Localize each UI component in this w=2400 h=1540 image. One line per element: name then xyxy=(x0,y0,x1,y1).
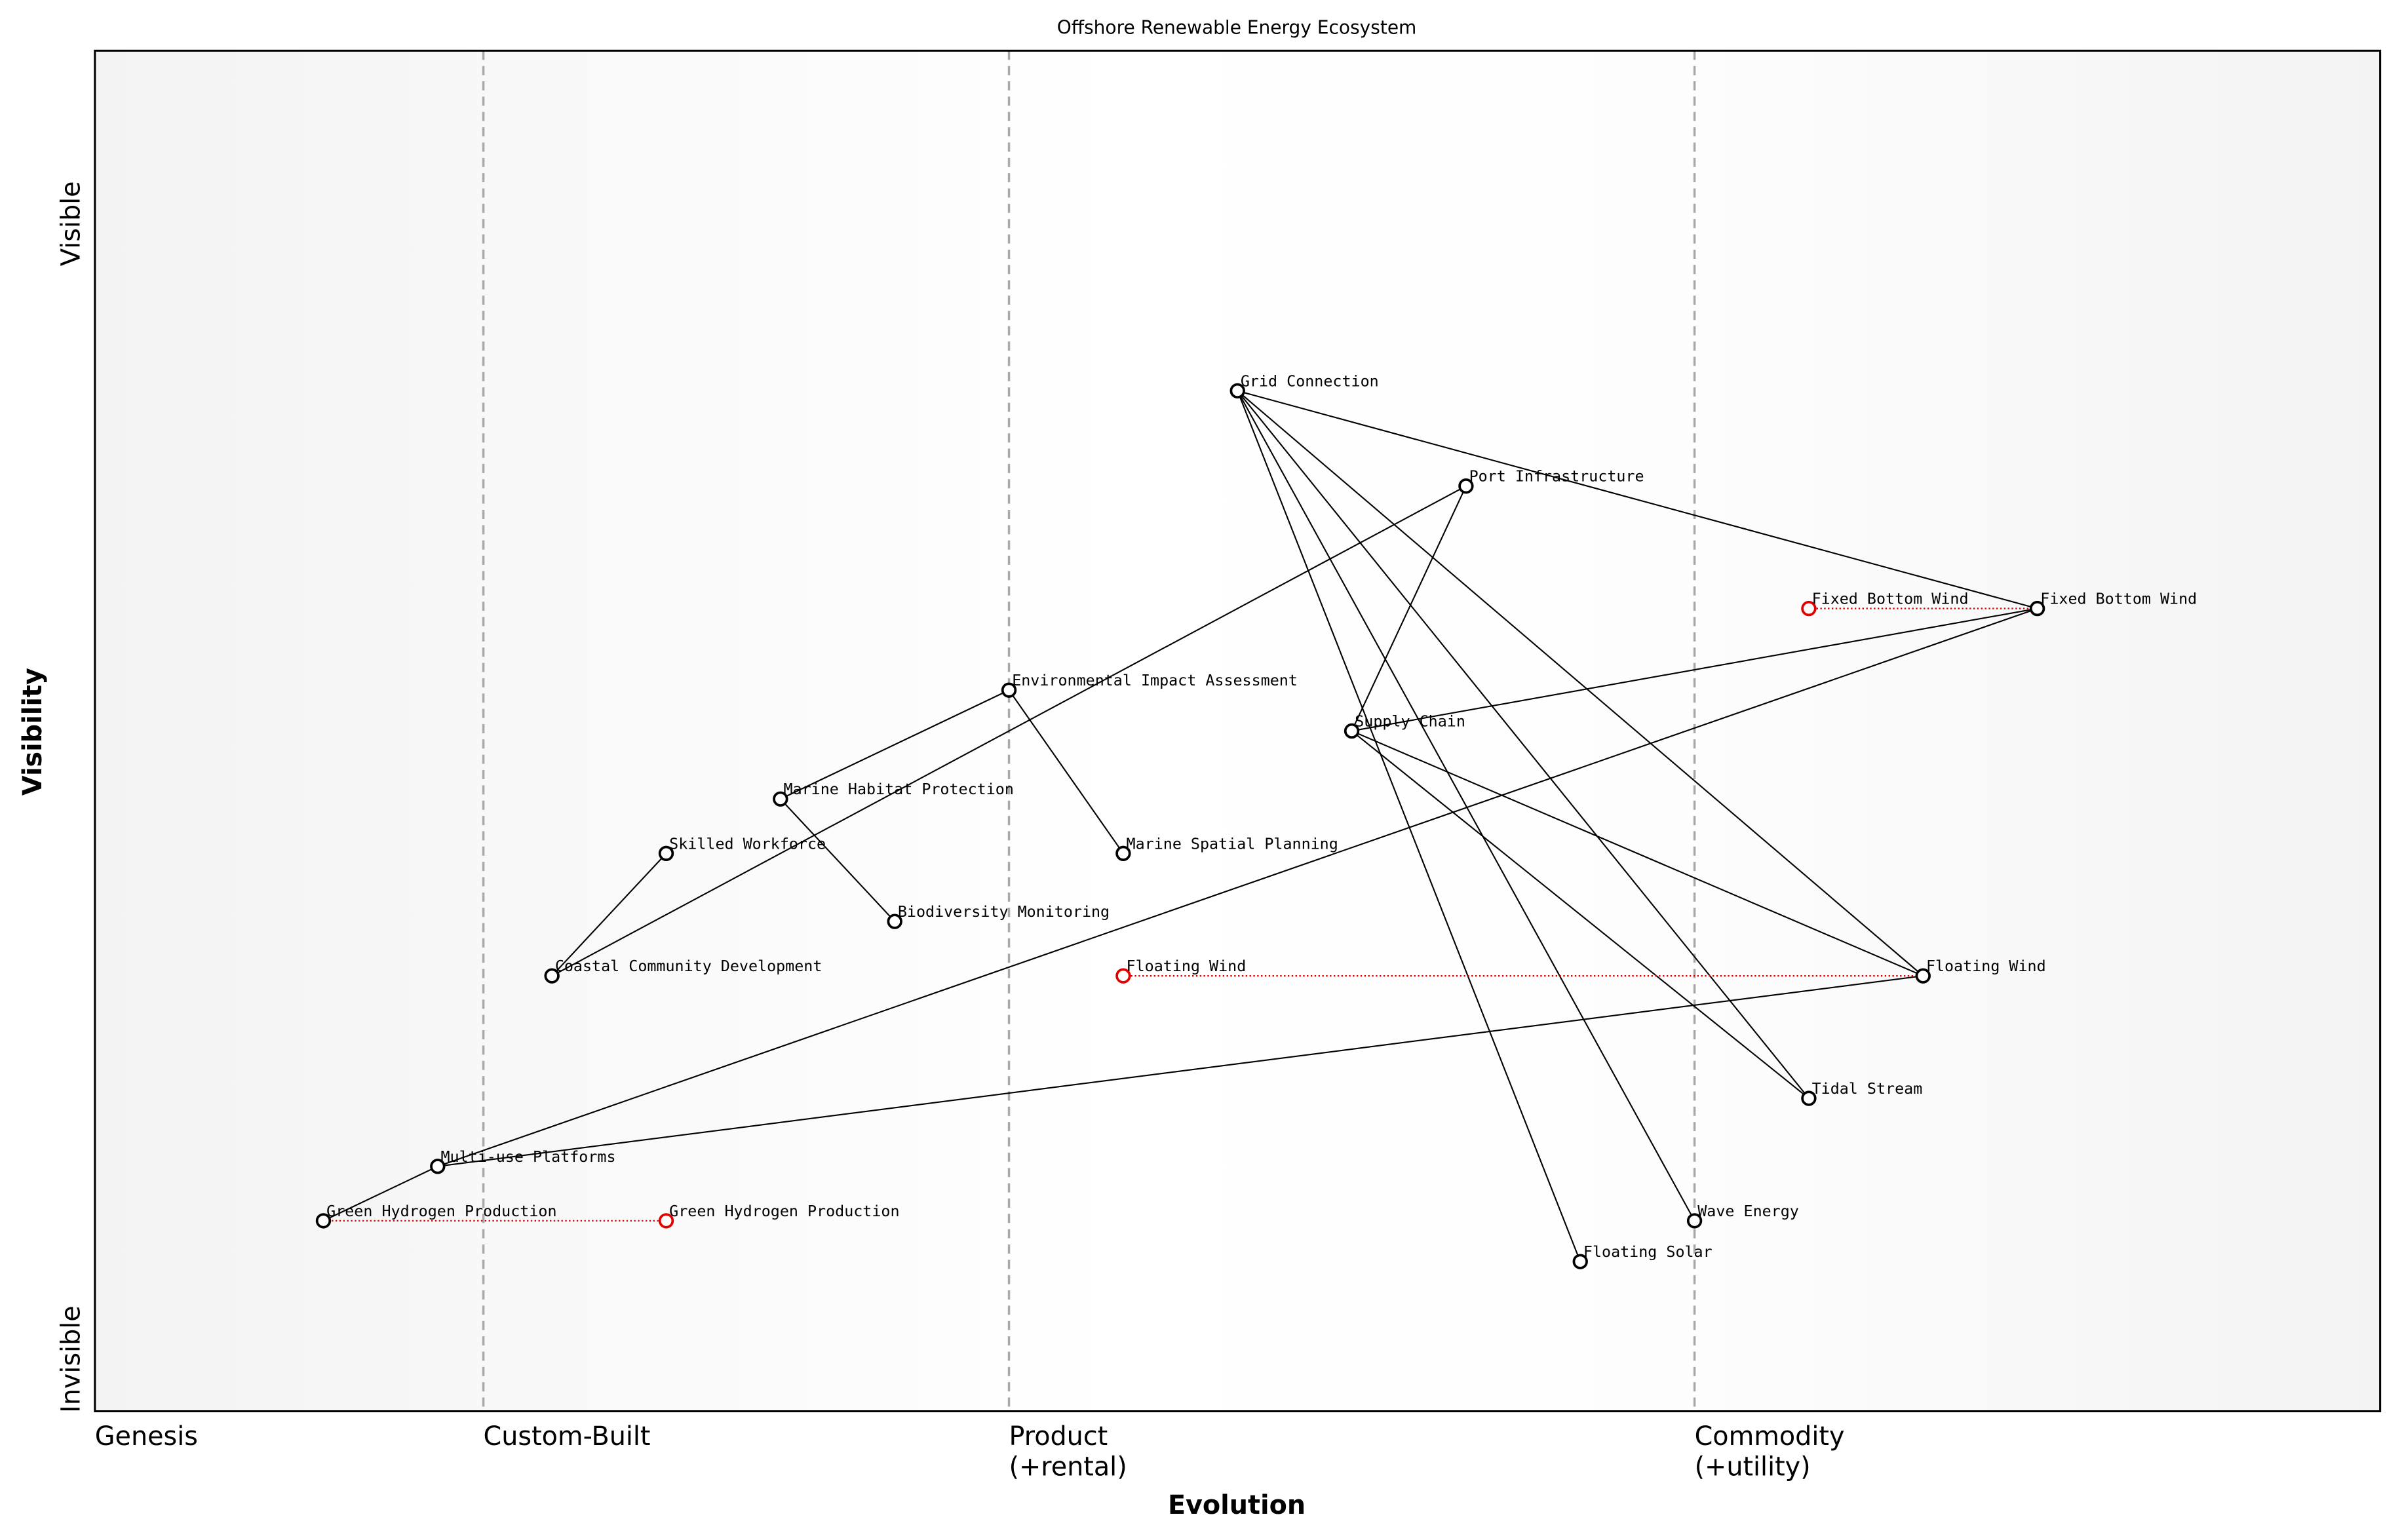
link xyxy=(323,1165,438,1222)
y-axis-label: Visibility xyxy=(18,668,48,796)
component-point xyxy=(1915,968,1931,984)
component-label: Floating Wind xyxy=(1926,957,2046,975)
link xyxy=(551,485,1467,977)
evolve-point xyxy=(1115,968,1131,984)
component-label: Skilled Workforce xyxy=(669,834,826,853)
component-point xyxy=(2029,600,2045,617)
link xyxy=(437,975,1924,1167)
link xyxy=(437,607,2038,1167)
component-point xyxy=(887,914,902,929)
component-point xyxy=(1229,383,1245,399)
link xyxy=(1351,730,1924,977)
stage-label: Genesis xyxy=(95,1421,198,1452)
link xyxy=(1237,390,1924,976)
component-label: Multi-use Platforms xyxy=(440,1147,615,1166)
stage-label: Custom-Built xyxy=(484,1421,651,1452)
component-label: Coastal Community Development xyxy=(555,957,823,975)
link xyxy=(1237,390,1695,1222)
component-label: Green Hydrogen Production xyxy=(326,1202,556,1220)
component-point xyxy=(1115,845,1131,861)
link xyxy=(780,798,895,922)
component-point xyxy=(1686,1213,1703,1229)
component-point xyxy=(1572,1254,1588,1269)
component-label: Wave Energy xyxy=(1697,1202,1799,1220)
y-axis-top-label: Visible xyxy=(56,181,86,266)
component-label: Marine Spatial Planning xyxy=(1127,834,1338,853)
evolve-point xyxy=(658,1213,674,1229)
component-label: Marine Habitat Protection xyxy=(784,780,1014,798)
chart-title: Offshore Renewable Energy Ecosystem xyxy=(1057,17,1417,39)
component-label: Tidal Stream xyxy=(1812,1079,1923,1098)
evolve-point xyxy=(1801,600,1817,617)
stage-label: Commodity (+utility) xyxy=(1695,1421,1845,1482)
evolve-label: Fixed Bottom Wind xyxy=(1812,590,1969,608)
x-axis-label: Evolution xyxy=(1168,1490,1306,1520)
link xyxy=(551,853,667,976)
component-label: Grid Connection xyxy=(1241,372,1379,390)
plot-frame xyxy=(94,49,2382,1413)
evolve-label: Floating Wind xyxy=(1127,957,1247,975)
component-point xyxy=(430,1159,446,1174)
stage-label: Product (+rental) xyxy=(1009,1421,1127,1482)
component-point xyxy=(1801,1090,1817,1106)
component-point xyxy=(1458,478,1474,494)
link xyxy=(1008,689,1124,854)
component-point xyxy=(773,791,788,807)
component-label: Fixed Bottom Wind xyxy=(2040,590,2197,608)
component-label: Biodiversity Monitoring xyxy=(898,902,1110,921)
plot-background xyxy=(94,50,2380,1412)
link xyxy=(1351,607,2038,732)
link xyxy=(780,689,1009,800)
component-point xyxy=(1344,723,1360,739)
link xyxy=(1237,391,1581,1262)
component-label: Floating Solar xyxy=(1583,1242,1713,1261)
component-label: Supply Chain xyxy=(1355,712,1465,730)
component-label: Environmental Impact Assessment xyxy=(1012,671,1298,689)
component-point xyxy=(315,1213,332,1229)
link xyxy=(1237,390,2038,609)
evolve-label: Green Hydrogen Production xyxy=(669,1202,899,1220)
link xyxy=(1237,390,1810,1099)
component-point xyxy=(544,968,560,984)
y-axis-bottom-label: Invisible xyxy=(56,1305,86,1413)
link xyxy=(1351,486,1467,731)
component-point xyxy=(1001,682,1017,698)
link xyxy=(1351,730,1810,1099)
component-label: Port Infrastructure xyxy=(1469,467,1644,486)
component-point xyxy=(658,845,674,861)
